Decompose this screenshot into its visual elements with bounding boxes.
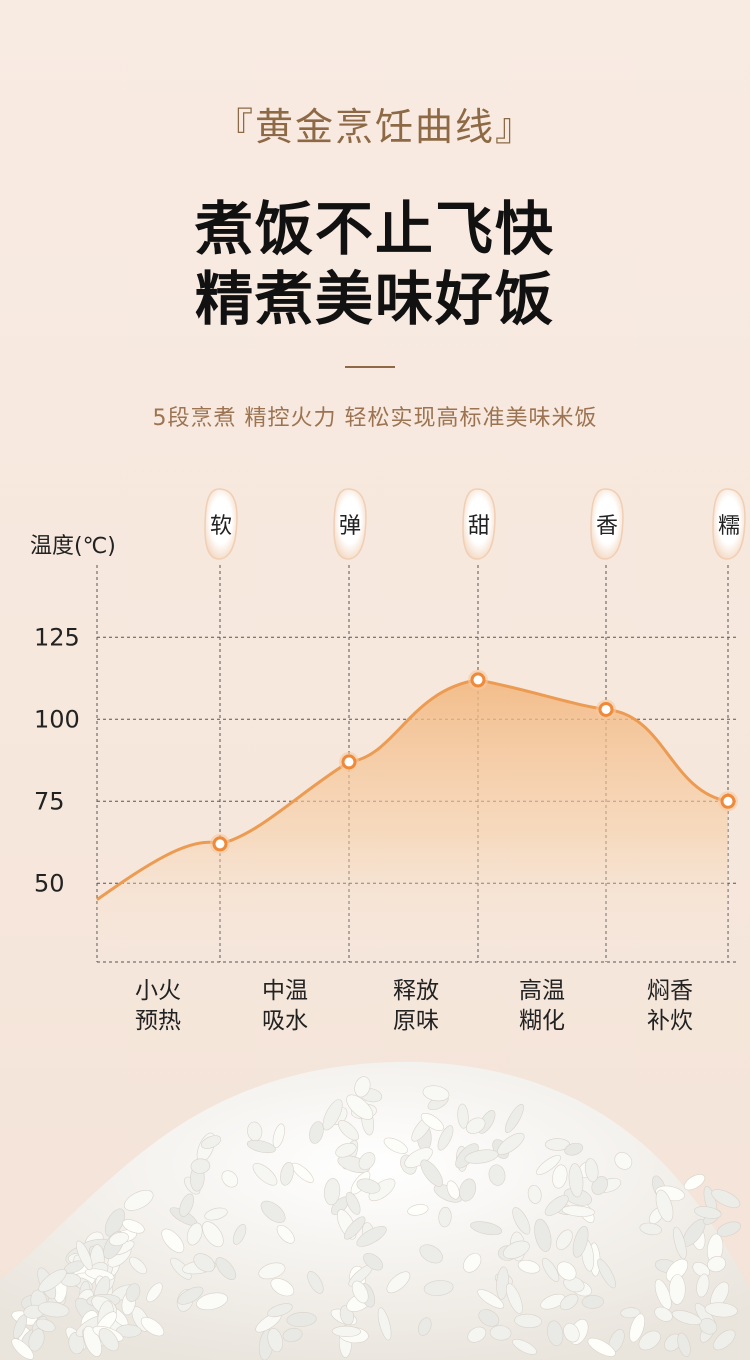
data-point <box>598 701 614 717</box>
stage-label: 补炊 <box>647 1008 693 1034</box>
curve-line <box>96 678 729 901</box>
stage-label: 糊化 <box>519 1008 565 1034</box>
rice-grain-marker <box>712 488 746 560</box>
stage-label: 预热 <box>135 1008 181 1034</box>
stage-label: 吸水 <box>262 1008 308 1034</box>
marker-label: 软 <box>210 514 232 539</box>
divider <box>345 366 395 368</box>
data-point <box>720 793 736 809</box>
y-tick-label: 100 <box>34 705 80 733</box>
stage-label: 高温 <box>519 978 565 1004</box>
y-axis-title: 温度(℃) <box>30 534 116 559</box>
stage-label: 释放 <box>393 978 439 1004</box>
rice-grain-marker <box>590 488 624 560</box>
stage-label: 原味 <box>393 1008 439 1034</box>
subtitle: 5段烹煮 精控火力 轻松实现高标准美味米饭 <box>152 406 598 431</box>
headline-line-1: 煮饭不止飞快 <box>194 195 555 263</box>
data-point <box>470 672 486 688</box>
marker-label: 甜 <box>468 514 490 539</box>
tagline: 『黄金烹饪曲线』 <box>214 105 535 149</box>
rice-grain-marker <box>204 488 238 560</box>
stage-label: 中温 <box>262 978 308 1004</box>
data-point <box>341 754 357 770</box>
stage-label: 焖香 <box>647 978 693 1004</box>
y-tick-label: 50 <box>34 869 65 897</box>
stage-label: 小火 <box>135 978 181 1004</box>
marker-label: 香 <box>596 514 618 539</box>
headline-line-2: 精煮美味好饭 <box>194 265 555 333</box>
y-tick-label: 125 <box>34 623 80 651</box>
curve-area <box>97 679 728 962</box>
rice-grain-marker <box>333 488 367 560</box>
rice-image <box>0 1050 750 1360</box>
marker-label: 弹 <box>339 514 361 539</box>
marker-label: 糯 <box>718 514 740 539</box>
rice-grain-marker <box>462 488 496 560</box>
data-point <box>212 836 228 852</box>
y-tick-label: 75 <box>34 787 65 815</box>
